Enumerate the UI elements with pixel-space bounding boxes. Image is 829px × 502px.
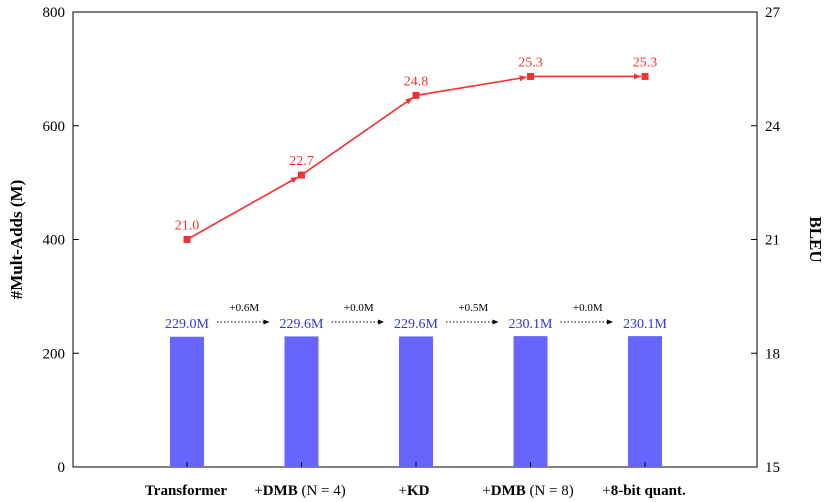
line-point bbox=[412, 91, 420, 99]
line-value-label: 22.7 bbox=[289, 154, 314, 169]
bar-value-label: 229.6M bbox=[280, 317, 325, 332]
bar bbox=[399, 336, 433, 467]
line-segment bbox=[415, 75, 527, 97]
right-tick-label: 21 bbox=[765, 233, 780, 249]
line-segment bbox=[186, 176, 299, 241]
bar bbox=[170, 336, 204, 467]
category-label: +DMB (N = 4) bbox=[254, 483, 346, 499]
line-series: 21.0 22.7 24.8 25.3 25.3 bbox=[175, 55, 658, 243]
bar-value-label: 229.6M bbox=[394, 317, 439, 332]
delta-label: +0.0M bbox=[344, 302, 374, 314]
line-point bbox=[183, 236, 191, 243]
category-prefix: + bbox=[602, 483, 610, 499]
bar bbox=[513, 336, 548, 467]
left-axis-title: #Mult-Adds (M) bbox=[7, 180, 26, 299]
category-name: KD bbox=[407, 483, 430, 499]
line-point bbox=[298, 171, 305, 179]
right-tick-label: 27 bbox=[765, 5, 781, 21]
right-axis-title: BLEU bbox=[806, 216, 825, 262]
line-value-label: 21.0 bbox=[175, 219, 200, 234]
line-value-label: 24.8 bbox=[404, 74, 429, 89]
category-prefix: + bbox=[399, 483, 407, 499]
left-tick-label: 200 bbox=[43, 346, 66, 362]
category-label: +DMB (N = 8) bbox=[482, 483, 574, 499]
category-prefix: + bbox=[254, 483, 262, 499]
delta-annotations: +0.6M +0.0M +0.5M +0.0M bbox=[217, 302, 613, 325]
line-segment bbox=[301, 97, 414, 176]
category-labels: Transformer +DMB (N = 4) +KD +DMB (N = 8) +8… bbox=[145, 483, 686, 499]
right-tick-label: 24 bbox=[765, 119, 781, 135]
left-tick-label: 600 bbox=[43, 119, 66, 135]
bar bbox=[628, 336, 662, 467]
bar-value-label: 230.1M bbox=[623, 317, 668, 332]
category-suffix: (N = 4) bbox=[298, 483, 346, 499]
right-tick-label: 18 bbox=[765, 346, 780, 362]
category-prefix: + bbox=[482, 483, 490, 499]
left-tick-label: 400 bbox=[43, 233, 66, 249]
delta-label: +0.6M bbox=[229, 302, 259, 314]
category-suffix: (N = 8) bbox=[526, 483, 574, 499]
bar-series: 229.0M 229.6M 229.6M 230.1M 230.1M bbox=[165, 317, 668, 467]
left-tick-label: 800 bbox=[43, 5, 66, 21]
category-name: DMB bbox=[491, 483, 526, 499]
line-point bbox=[527, 72, 534, 80]
axes: 0 200 400 600 800 15 18 21 24 27 #Mult-Adds (M) BLE… bbox=[7, 5, 825, 476]
bar-value-label: 230.1M bbox=[509, 317, 554, 332]
line-value-label: 25.3 bbox=[633, 55, 658, 70]
delta-label: +0.5M bbox=[458, 302, 488, 314]
bar-value-label: 229.0M bbox=[165, 317, 210, 332]
bar bbox=[284, 336, 319, 467]
right-tick-label: 15 bbox=[765, 460, 780, 476]
line-point bbox=[641, 72, 649, 80]
category-name: Transformer bbox=[145, 483, 228, 499]
left-tick-label: 0 bbox=[58, 460, 66, 476]
category-name: 8-bit quant. bbox=[611, 483, 686, 499]
delta-label: +0.0M bbox=[573, 302, 603, 314]
category-name: DMB bbox=[263, 483, 298, 499]
category-label: Transformer bbox=[145, 483, 228, 499]
line-value-label: 25.3 bbox=[518, 55, 543, 70]
category-label: +8-bit quant. bbox=[602, 483, 686, 499]
category-label: +KD bbox=[399, 483, 430, 499]
